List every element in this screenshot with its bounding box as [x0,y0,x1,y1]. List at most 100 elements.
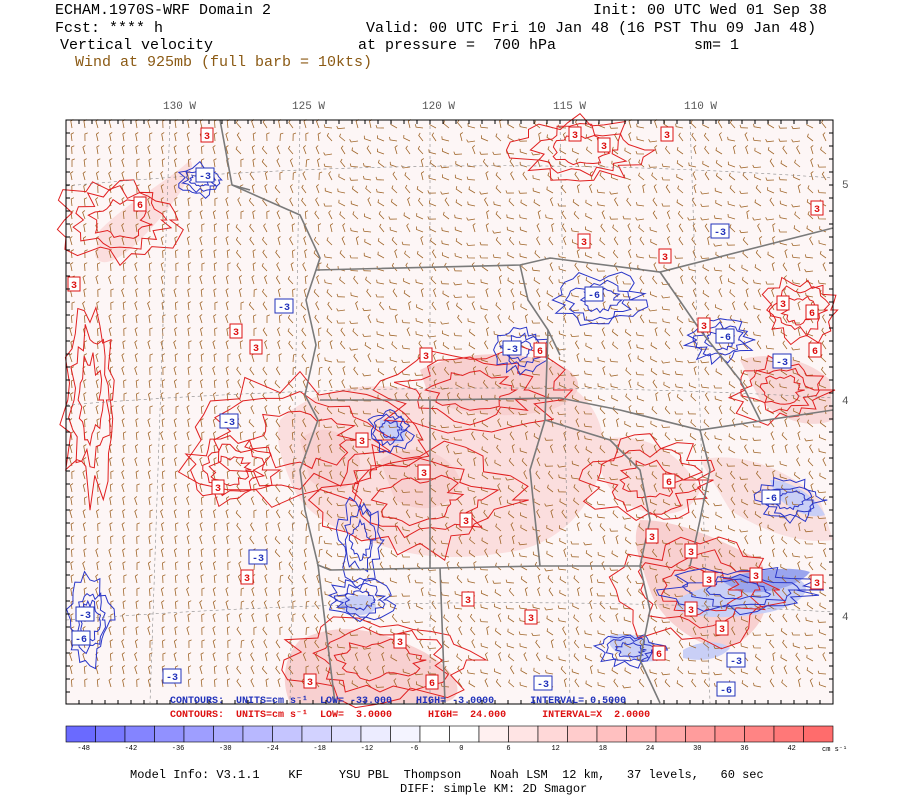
wind-barb [744,444,749,454]
wind-barb [187,288,191,298]
wind-barb [213,236,218,246]
wind-barb [497,418,502,428]
wind-barb [616,418,620,428]
wind-barb [754,511,762,519]
wind-barb [471,301,476,311]
wind-barb [134,652,138,662]
wind-barb [636,344,645,350]
wind-barb [822,262,827,272]
wind-barb [317,223,322,233]
wind-barb [497,613,502,623]
wind-barb [316,574,320,584]
wind-barb [187,470,191,480]
wind-barb [792,642,801,649]
wind-barb [744,535,749,545]
wind-barb [610,461,619,467]
wind-barb [415,513,424,519]
wind-barb [440,502,450,507]
wind-barb [324,187,333,194]
wind-barb [585,212,593,220]
wind-barb [135,145,139,155]
wind-barb [444,665,450,675]
wind-barb [586,146,593,155]
wind-barb [336,359,345,363]
wind-barb [440,659,450,663]
wind-barb [289,444,294,454]
wind-barb [336,425,346,429]
wind-barb [441,512,450,519]
wind-barb [148,379,152,389]
wind-barb [420,171,425,181]
wind-barb [406,327,411,337]
wind-barb [796,418,801,428]
wind-barb [148,314,152,324]
wind-barb [740,668,749,675]
wind-barb [704,366,710,376]
wind-barb [414,489,423,493]
wind-barb [303,548,307,558]
wind-barb [624,536,632,545]
wind-barb [429,159,437,168]
wind-barb [480,500,489,506]
wind-barb [468,186,476,194]
wind-barb [287,653,294,662]
wind-barb [507,251,515,259]
wind-barb [97,483,101,493]
wind-barb [636,395,645,402]
contour-label: 3 [215,484,221,495]
contour-label-box [658,248,672,264]
wind-barb [675,123,684,129]
wind-barb [362,410,372,415]
wind-barb [186,223,191,233]
wind-barb [596,501,606,506]
wind-barb [362,501,372,506]
wind-barb [70,314,75,324]
wind-barb [122,132,126,142]
wind-barb [615,613,619,623]
wind-barb [765,345,775,350]
contour-label-box [684,543,698,559]
wind-barb [741,407,749,415]
colorbar-swatch [478,725,509,743]
wind-barb [765,177,775,181]
wind-barb [521,484,528,493]
wind-barb [756,340,762,350]
wind-barb [506,226,515,233]
colorbar-swatch [419,725,450,743]
wind-barb [200,652,204,662]
wind-barb [707,236,711,246]
wind-barb [70,249,74,259]
wind-barb [557,372,567,376]
wind-barb [674,358,684,363]
wind-barb [740,436,749,441]
wind-barb [546,290,554,298]
contour-label-box [597,137,611,153]
wind-barb [780,368,788,376]
wind-barb [602,366,606,376]
wind-barb [302,613,307,623]
wind-barb [250,522,255,532]
wind-barb [713,503,723,507]
wind-barb [200,418,204,428]
contour-label-box [303,673,317,689]
wind-barb [277,340,281,350]
wind-barb [559,147,567,155]
wind-barb [70,678,75,688]
contour-label-box [533,342,547,358]
wind-barb [82,210,86,220]
wind-barb [508,315,515,324]
wind-barb [753,682,762,688]
wind-barb [329,223,334,233]
wind-barb [665,522,671,532]
wind-barb [249,379,255,389]
wind-barb [225,301,229,311]
wind-barb [289,197,294,207]
wind-barb [174,327,178,337]
wind-barb [122,678,126,688]
wind-barb [508,679,515,688]
wind-barb [677,263,684,272]
wind-barb [160,431,164,441]
wind-barb [354,535,359,545]
wind-barb [627,223,632,233]
wind-barb [336,293,346,298]
